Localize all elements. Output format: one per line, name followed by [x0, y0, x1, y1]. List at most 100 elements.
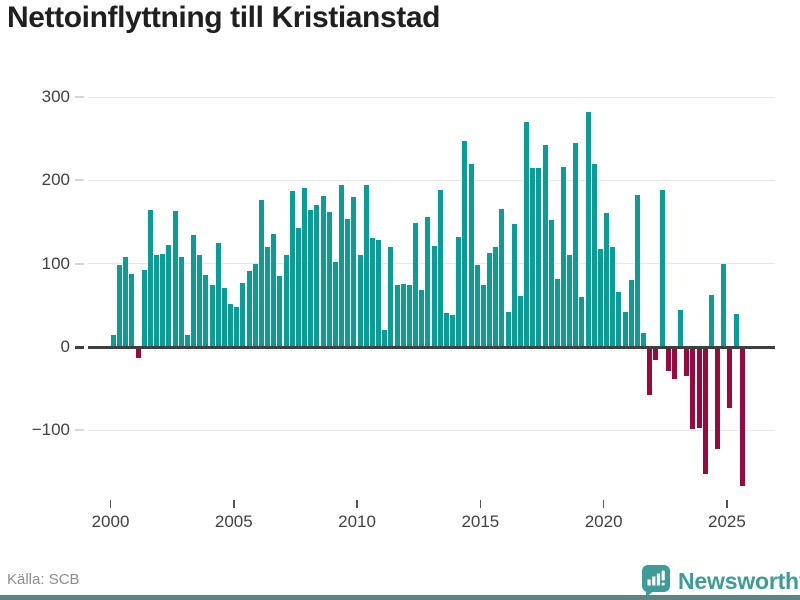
bar-positive — [221, 287, 227, 347]
bar-positive — [191, 235, 197, 347]
bar-positive — [357, 255, 363, 347]
y-tick-mark — [75, 179, 84, 182]
bar-positive — [554, 278, 560, 347]
bar-positive — [517, 296, 523, 347]
bar-positive — [283, 254, 289, 347]
bar-positive — [388, 247, 394, 347]
bar-negative — [690, 347, 696, 429]
bar-positive — [197, 254, 203, 347]
bar-positive — [314, 204, 320, 347]
bar-positive — [425, 217, 431, 347]
bottom-brand-strip — [0, 595, 800, 600]
x-tick-label: 2010 — [338, 512, 376, 531]
bar-positive — [363, 184, 369, 347]
bar-positive — [400, 283, 406, 347]
gridline — [88, 263, 775, 265]
bar-positive — [616, 292, 622, 347]
bar-positive — [394, 285, 400, 347]
bar-positive — [351, 197, 357, 347]
bar-negative — [696, 347, 702, 428]
chart-title: Nettoinflyttning till Kristianstad — [7, 1, 441, 34]
bar-positive — [289, 191, 295, 347]
bar-negative — [671, 347, 677, 380]
bar-positive — [215, 242, 221, 347]
x-tick-mark — [726, 500, 728, 508]
bar-positive — [228, 303, 234, 347]
bar-positive — [733, 313, 739, 347]
x-tick-mark — [356, 500, 358, 508]
bar-positive — [252, 263, 258, 347]
bar-positive — [628, 280, 634, 347]
bar-positive — [659, 189, 665, 347]
bar-positive — [295, 227, 301, 347]
bar-negative — [665, 347, 671, 372]
bar-positive — [641, 332, 647, 347]
x-tick-mark — [602, 500, 605, 508]
y-tick-label: 300 — [41, 87, 70, 106]
y-tick-mark — [75, 429, 84, 432]
bar-positive — [634, 195, 640, 347]
bar-positive — [123, 257, 129, 347]
bar-negative — [684, 347, 690, 377]
bar-positive — [431, 246, 437, 347]
bar-positive — [573, 142, 579, 347]
bar-positive — [567, 255, 573, 347]
bar-positive — [708, 294, 714, 347]
x-tick-mark — [109, 500, 112, 508]
bar-positive — [419, 290, 425, 347]
y-tick-mark — [75, 345, 84, 349]
bar-positive — [129, 273, 135, 347]
bar-positive — [160, 253, 166, 347]
bar-positive — [178, 257, 184, 347]
bar-positive — [536, 167, 542, 347]
bar-negative — [653, 347, 659, 361]
source-label: Källa: SCB — [7, 571, 80, 588]
bar-positive — [376, 240, 382, 347]
x-tick-mark — [233, 500, 235, 508]
bar-positive — [166, 245, 172, 347]
x-tick-label: 2020 — [584, 512, 623, 531]
bar-positive — [154, 255, 160, 347]
bar-negative — [727, 347, 733, 408]
bar-positive — [530, 167, 536, 347]
bar-positive — [511, 223, 517, 347]
bar-positive — [499, 208, 505, 347]
bar-negative — [135, 347, 141, 358]
bar-positive — [443, 312, 449, 347]
bar-positive — [591, 163, 597, 347]
y-tick-label: 100 — [41, 253, 70, 273]
bar-positive — [542, 144, 548, 347]
bar-positive — [468, 163, 474, 347]
bar-positive — [456, 237, 462, 347]
bar-positive — [678, 309, 684, 347]
bar-positive — [561, 167, 566, 347]
bar-negative — [647, 347, 653, 396]
bar-positive — [141, 270, 147, 347]
y-tick-mark — [75, 262, 84, 265]
bar-positive — [184, 335, 190, 347]
bar-positive — [604, 212, 610, 347]
bar-positive — [172, 211, 178, 347]
x-tick-label: 2005 — [214, 512, 253, 531]
y-tick-label: 200 — [41, 170, 70, 190]
bar-positive — [406, 285, 412, 347]
y-tick-mark — [75, 96, 84, 98]
bar-positive — [721, 263, 727, 347]
gridline — [88, 179, 775, 181]
bar-positive — [117, 264, 123, 347]
bar-positive — [209, 284, 215, 347]
newsworthy-icon — [642, 565, 670, 597]
bar-positive — [622, 312, 628, 347]
bar-positive — [585, 112, 591, 347]
bar-positive — [382, 330, 388, 347]
bar-positive — [505, 312, 511, 347]
x-tick-mark — [479, 500, 482, 508]
bar-positive — [487, 252, 493, 347]
bar-positive — [111, 335, 116, 347]
bar-positive — [548, 220, 554, 347]
bar-positive — [246, 271, 252, 347]
bar-positive — [240, 282, 246, 347]
bar-positive — [597, 248, 603, 347]
bar-negative — [702, 347, 708, 475]
bar-positive — [339, 185, 345, 347]
